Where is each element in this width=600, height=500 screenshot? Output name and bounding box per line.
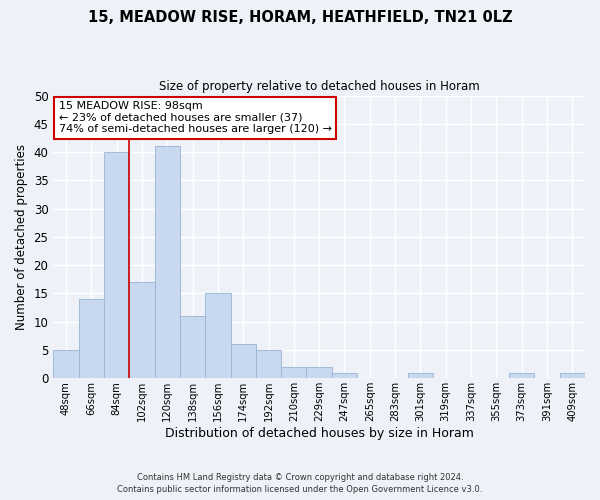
Bar bbox=[79, 299, 104, 378]
Bar bbox=[53, 350, 79, 378]
Bar bbox=[560, 372, 585, 378]
Bar bbox=[104, 152, 129, 378]
Bar bbox=[509, 372, 535, 378]
Text: 15, MEADOW RISE, HORAM, HEATHFIELD, TN21 0LZ: 15, MEADOW RISE, HORAM, HEATHFIELD, TN21… bbox=[88, 10, 512, 25]
Bar bbox=[281, 367, 307, 378]
Bar bbox=[256, 350, 281, 378]
Bar bbox=[155, 146, 180, 378]
Y-axis label: Number of detached properties: Number of detached properties bbox=[15, 144, 28, 330]
Text: 15 MEADOW RISE: 98sqm
← 23% of detached houses are smaller (37)
74% of semi-deta: 15 MEADOW RISE: 98sqm ← 23% of detached … bbox=[59, 101, 332, 134]
Bar bbox=[230, 344, 256, 378]
X-axis label: Distribution of detached houses by size in Horam: Distribution of detached houses by size … bbox=[165, 427, 473, 440]
Bar bbox=[205, 294, 230, 378]
Bar bbox=[129, 282, 155, 378]
Bar bbox=[307, 367, 332, 378]
Bar bbox=[408, 372, 433, 378]
Text: Contains HM Land Registry data © Crown copyright and database right 2024.
Contai: Contains HM Land Registry data © Crown c… bbox=[118, 472, 482, 494]
Bar bbox=[332, 372, 357, 378]
Title: Size of property relative to detached houses in Horam: Size of property relative to detached ho… bbox=[159, 80, 479, 93]
Bar bbox=[180, 316, 205, 378]
